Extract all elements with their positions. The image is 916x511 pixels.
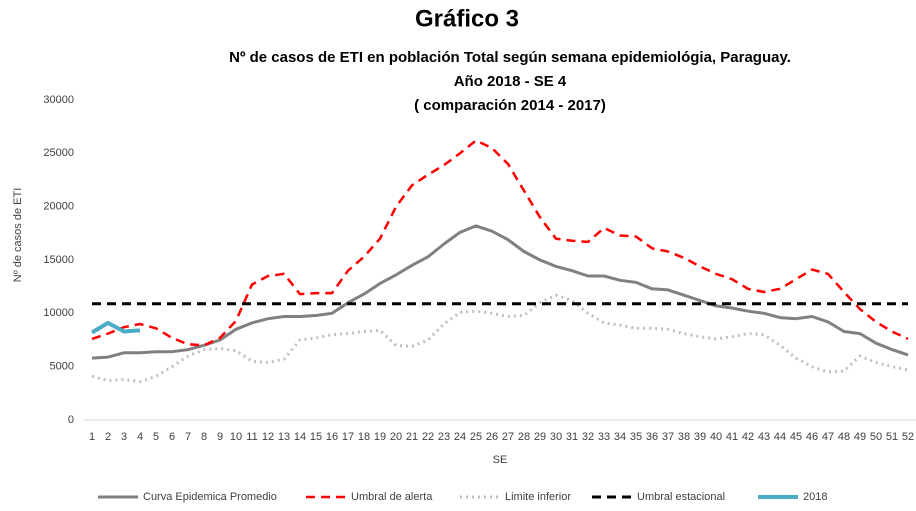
x-tick-label: 22 <box>422 431 434 443</box>
y-axis-label: Nº de casos de ETI <box>12 188 24 283</box>
y-tick-label: 5000 <box>50 361 74 373</box>
x-tick-label: 25 <box>470 431 482 443</box>
y-tick-label: 15000 <box>43 254 74 266</box>
y-tick-label: 10000 <box>43 307 74 319</box>
chart-title: Gráfico 3 <box>415 5 519 32</box>
legend-label: Umbral estacional <box>637 491 725 503</box>
y-tick-label: 0 <box>68 414 74 426</box>
x-tick-label: 17 <box>342 431 354 443</box>
legend-label: Curva Epidemica Promedio <box>143 491 277 503</box>
x-tick-label: 4 <box>137 431 143 443</box>
x-tick-label: 8 <box>201 431 207 443</box>
x-tick-label: 2 <box>105 431 111 443</box>
legend-label: Limite inferior <box>505 491 571 503</box>
x-tick-label: 26 <box>486 431 498 443</box>
x-tick-label: 51 <box>886 431 898 443</box>
x-tick-label: 44 <box>774 431 786 443</box>
chart-subtitle: Año 2018 - SE 4 <box>454 73 567 90</box>
x-tick-label: 14 <box>294 431 306 443</box>
x-tick-label: 41 <box>726 431 738 443</box>
x-tick-label: 39 <box>694 431 706 443</box>
x-tick-label: 9 <box>217 431 223 443</box>
legend-label: 2018 <box>803 491 827 503</box>
x-tick-label: 43 <box>758 431 770 443</box>
x-tick-label: 52 <box>902 431 914 443</box>
x-tick-label: 37 <box>662 431 674 443</box>
chart-subtitle: Nº de casos de ETI en población Total se… <box>229 49 791 66</box>
x-axis-label: SE <box>493 454 508 466</box>
x-tick-label: 28 <box>518 431 530 443</box>
series-line <box>90 320 141 335</box>
x-tick-label: 24 <box>454 431 466 443</box>
x-tick-label: 7 <box>185 431 191 443</box>
y-tick-label: 25000 <box>43 147 74 159</box>
x-tick-label: 32 <box>582 431 594 443</box>
x-tick-label: 42 <box>742 431 754 443</box>
x-tick-label: 40 <box>710 431 722 443</box>
x-tick-label: 15 <box>310 431 322 443</box>
x-tick-label: 29 <box>534 431 546 443</box>
x-tick-label: 20 <box>390 431 402 443</box>
x-tick-label: 35 <box>630 431 642 443</box>
series-line <box>91 293 909 384</box>
series-line <box>91 224 909 360</box>
x-tick-label: 47 <box>822 431 834 443</box>
x-tick-label: 12 <box>262 431 274 443</box>
x-tick-label: 10 <box>230 431 242 443</box>
x-tick-label: 6 <box>169 431 175 443</box>
x-tick-label: 11 <box>246 431 257 443</box>
x-tick-label: 21 <box>406 431 418 443</box>
y-tick-label: 20000 <box>43 201 74 213</box>
x-tick-label: 18 <box>358 431 370 443</box>
x-tick-label: 50 <box>870 431 882 443</box>
x-tick-label: 3 <box>121 431 127 443</box>
x-tick-label: 48 <box>838 431 850 443</box>
x-tick-label: 13 <box>278 431 290 443</box>
x-tick-label: 46 <box>806 431 818 443</box>
x-tick-label: 16 <box>326 431 338 443</box>
x-tick-label: 30 <box>550 431 562 443</box>
x-tick-label: 33 <box>598 431 610 443</box>
chart-subtitle: ( comparación 2014 - 2017) <box>414 97 606 114</box>
x-tick-label: 19 <box>374 431 386 443</box>
x-tick-label: 45 <box>790 431 802 443</box>
x-tick-label: 31 <box>566 431 578 443</box>
x-tick-label: 27 <box>502 431 514 443</box>
x-tick-label: 36 <box>646 431 658 443</box>
x-tick-label: 23 <box>438 431 450 443</box>
series-line <box>91 139 909 347</box>
x-tick-label: 1 <box>89 431 95 443</box>
x-tick-label: 34 <box>614 431 626 443</box>
y-tick-label: 30000 <box>43 94 74 106</box>
x-tick-label: 38 <box>678 431 690 443</box>
legend-label: Umbral de alerta <box>351 491 433 503</box>
x-tick-label: 5 <box>153 431 159 443</box>
x-tick-label: 49 <box>854 431 866 443</box>
